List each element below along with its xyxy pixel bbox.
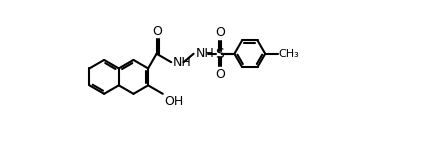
Text: O: O: [152, 25, 162, 38]
Text: NH: NH: [173, 56, 192, 69]
Text: O: O: [215, 26, 225, 39]
Text: O: O: [215, 68, 225, 81]
Text: OH: OH: [165, 95, 184, 108]
Text: CH₃: CH₃: [278, 49, 299, 59]
Text: NH: NH: [196, 47, 215, 60]
Text: S: S: [215, 47, 223, 61]
